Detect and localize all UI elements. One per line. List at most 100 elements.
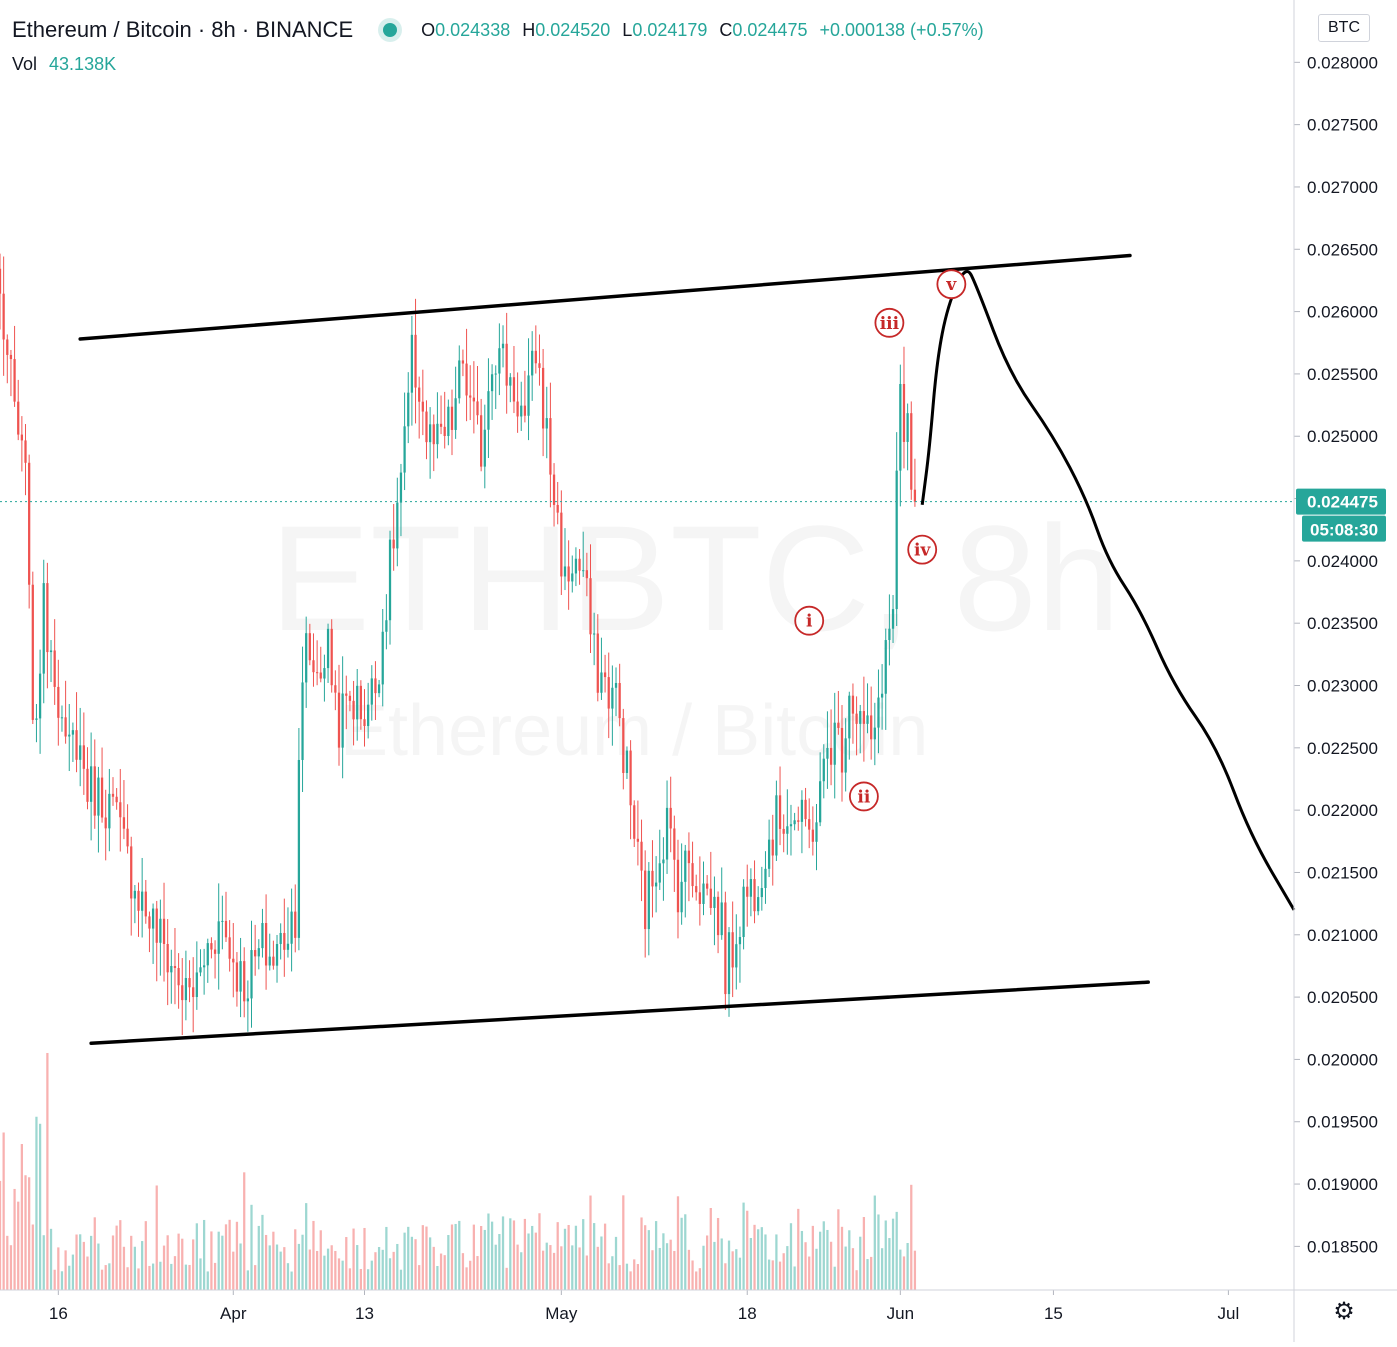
candle[interactable] <box>829 709 833 786</box>
candle[interactable] <box>31 571 34 725</box>
symbol-title[interactable]: Ethereum / Bitcoin · 8h · BINANCE <box>12 17 354 42</box>
candle[interactable] <box>173 927 177 1005</box>
candle[interactable] <box>840 705 844 802</box>
candle[interactable] <box>662 837 665 901</box>
candle[interactable] <box>100 747 104 823</box>
candle[interactable] <box>421 369 424 436</box>
candle[interactable] <box>560 490 563 595</box>
candle[interactable] <box>695 874 698 901</box>
candle[interactable] <box>71 722 75 762</box>
candle[interactable] <box>162 882 166 982</box>
candle[interactable] <box>870 686 873 760</box>
candle[interactable] <box>593 612 596 666</box>
candle[interactable] <box>82 712 85 795</box>
candle[interactable] <box>341 656 344 779</box>
candle[interactable] <box>720 867 723 940</box>
projection-path[interactable] <box>920 270 1296 911</box>
candle[interactable] <box>757 886 760 916</box>
candle[interactable] <box>170 949 173 1004</box>
candle[interactable] <box>706 875 709 896</box>
candle[interactable] <box>133 885 136 924</box>
candle[interactable] <box>520 381 523 431</box>
candle[interactable] <box>673 815 676 892</box>
candle[interactable] <box>53 619 56 705</box>
candle[interactable] <box>833 692 836 799</box>
candle[interactable] <box>356 669 359 741</box>
candle[interactable] <box>913 458 917 507</box>
candle[interactable] <box>687 832 691 902</box>
candle[interactable] <box>319 646 322 683</box>
candle[interactable] <box>359 680 362 730</box>
candle[interactable] <box>819 752 822 827</box>
candle[interactable] <box>432 414 435 472</box>
candle[interactable] <box>246 980 249 1032</box>
candle[interactable] <box>862 676 866 762</box>
candle[interactable] <box>399 463 403 537</box>
candle[interactable] <box>614 667 618 717</box>
candle[interactable] <box>647 862 650 956</box>
candle[interactable] <box>629 740 632 840</box>
candle[interactable] <box>480 398 483 472</box>
candle[interactable] <box>880 664 884 730</box>
candle[interactable] <box>782 814 785 853</box>
candle[interactable] <box>130 836 133 936</box>
candle[interactable] <box>585 552 588 597</box>
candle[interactable] <box>155 900 158 982</box>
candle[interactable] <box>6 334 9 384</box>
candle[interactable] <box>24 424 27 496</box>
candle[interactable] <box>403 392 406 491</box>
candle[interactable] <box>476 366 479 425</box>
channel-lower-line[interactable] <box>89 980 1150 1045</box>
candle[interactable] <box>556 481 559 525</box>
candle[interactable] <box>567 540 570 610</box>
candle[interactable] <box>684 844 687 918</box>
candle[interactable] <box>658 829 661 890</box>
candle[interactable] <box>370 665 373 721</box>
candle[interactable] <box>735 914 738 990</box>
candle[interactable] <box>396 477 399 567</box>
candle[interactable] <box>49 640 53 683</box>
candle[interactable] <box>243 947 246 1018</box>
candle[interactable] <box>348 690 352 712</box>
currency-button[interactable]: BTC <box>1318 14 1370 42</box>
candle[interactable] <box>115 788 118 810</box>
candle[interactable] <box>571 555 574 593</box>
candle[interactable] <box>108 768 111 852</box>
candle[interactable] <box>410 315 414 426</box>
candle[interactable] <box>545 386 548 459</box>
candle[interactable] <box>815 803 818 871</box>
candle[interactable] <box>28 454 31 609</box>
candle[interactable] <box>523 370 527 423</box>
candle[interactable] <box>367 682 370 739</box>
candle[interactable] <box>837 690 840 735</box>
candle[interactable] <box>906 403 909 471</box>
candle[interactable] <box>42 559 45 704</box>
candle[interactable] <box>141 857 144 938</box>
candle[interactable] <box>286 907 290 958</box>
candle[interactable] <box>461 349 465 377</box>
candle[interactable] <box>640 819 643 902</box>
candle[interactable] <box>884 628 887 730</box>
candle[interactable] <box>680 843 683 925</box>
candle[interactable] <box>797 806 800 831</box>
candle[interactable] <box>534 325 537 374</box>
candle[interactable] <box>381 608 384 707</box>
candles[interactable] <box>0 253 917 1036</box>
candle[interactable] <box>68 704 71 772</box>
candle[interactable] <box>159 899 162 976</box>
candle[interactable] <box>702 861 705 916</box>
candle[interactable] <box>392 504 395 571</box>
candle[interactable] <box>75 692 78 773</box>
candle[interactable] <box>607 652 610 739</box>
candle[interactable] <box>808 798 811 849</box>
candle[interactable] <box>177 953 180 1009</box>
time-axis[interactable]: 16 Apr 13 May 18 Jun 15 Jul <box>49 1290 1239 1323</box>
candle[interactable] <box>516 372 519 433</box>
candle[interactable] <box>374 661 377 720</box>
candle[interactable] <box>622 708 625 790</box>
candle[interactable] <box>224 891 228 942</box>
candle[interactable] <box>352 680 355 746</box>
candle[interactable] <box>716 891 720 954</box>
candle[interactable] <box>272 940 275 970</box>
